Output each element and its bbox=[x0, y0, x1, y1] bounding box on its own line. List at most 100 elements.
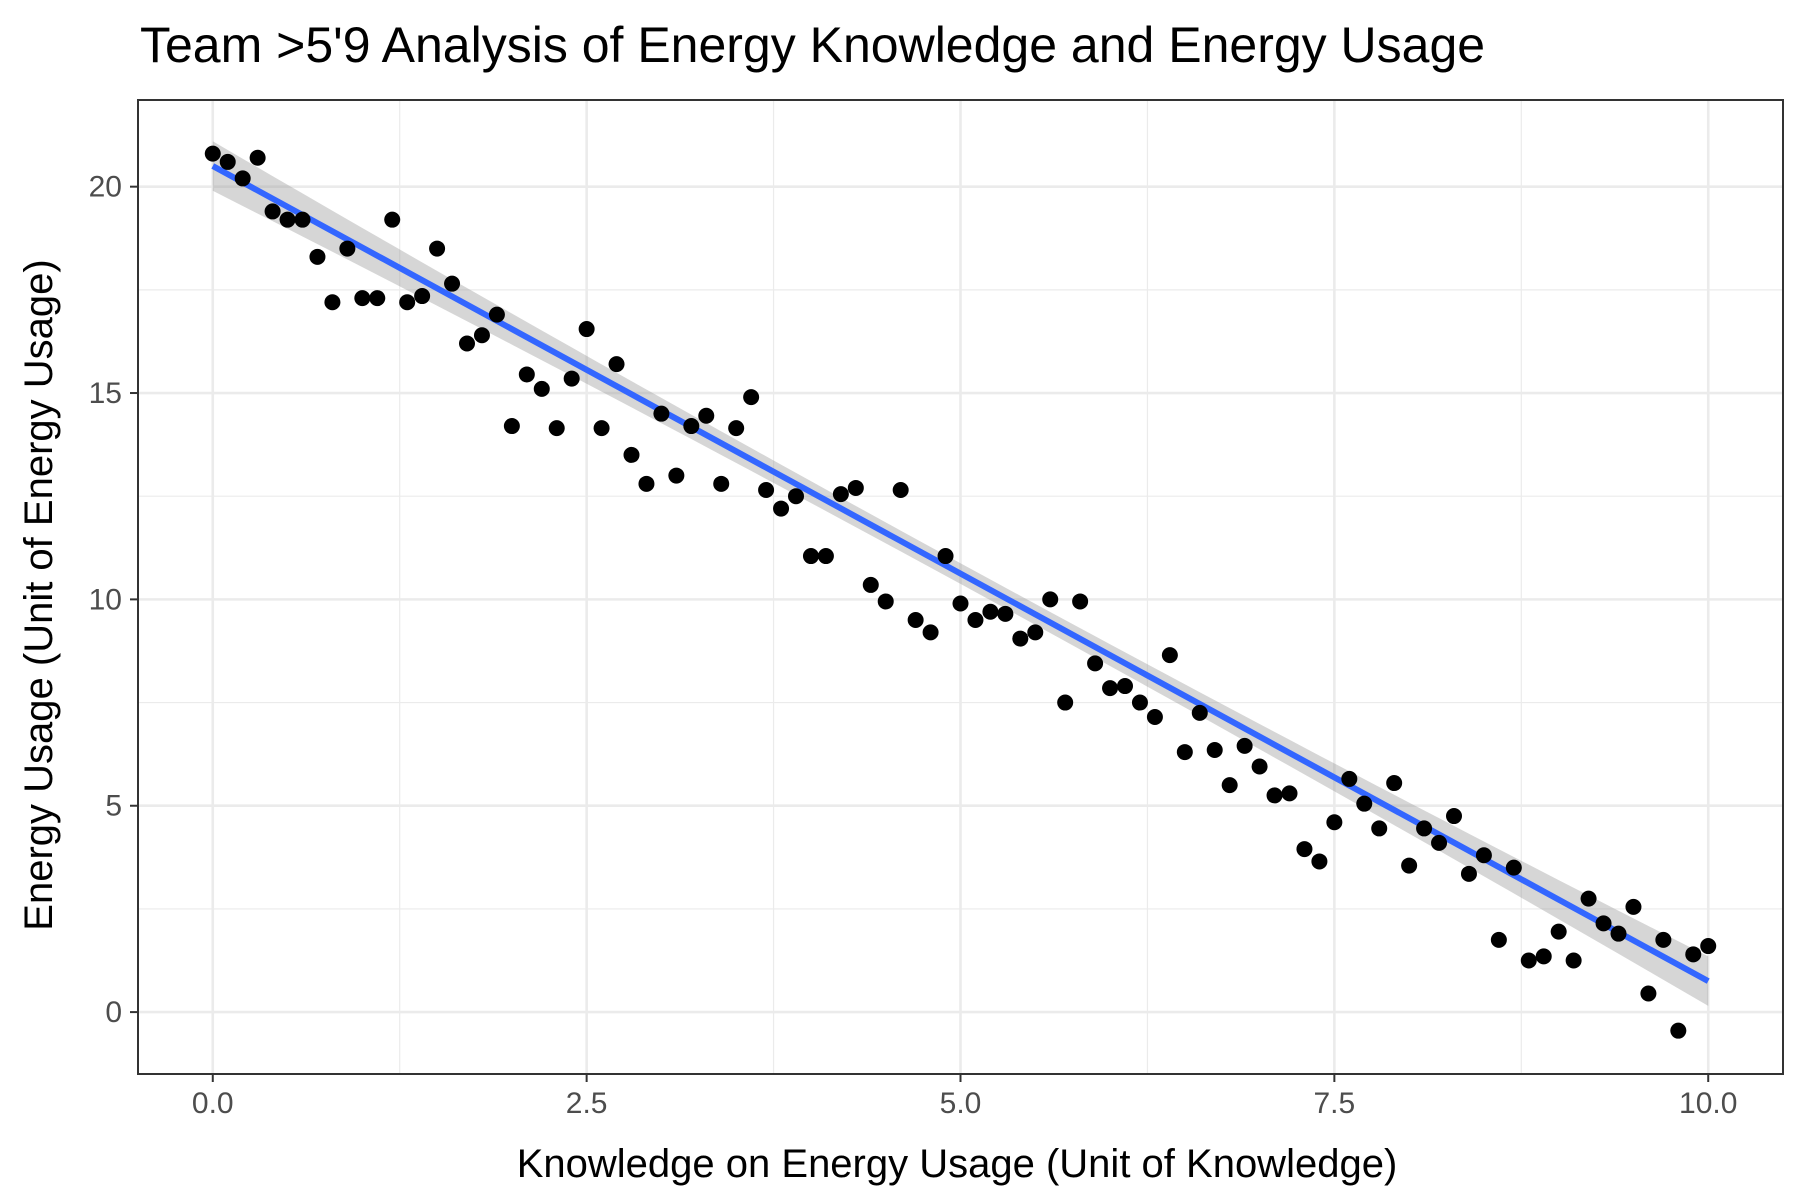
data-point bbox=[518, 366, 535, 383]
data-point bbox=[593, 420, 610, 437]
data-point bbox=[1131, 694, 1148, 711]
data-point bbox=[773, 500, 790, 517]
data-point bbox=[1431, 834, 1448, 851]
y-tick-label: 20 bbox=[89, 171, 122, 204]
fit-line bbox=[211, 163, 1710, 984]
data-point bbox=[847, 479, 864, 496]
data-point bbox=[249, 149, 266, 166]
data-point bbox=[399, 294, 416, 311]
data-point bbox=[713, 475, 730, 492]
data-point bbox=[1670, 1022, 1687, 1039]
data-point bbox=[907, 612, 924, 629]
data-point bbox=[1161, 647, 1178, 664]
grid bbox=[138, 100, 1783, 1074]
data-point bbox=[473, 327, 490, 344]
data-points bbox=[204, 145, 1717, 1039]
data-point bbox=[982, 603, 999, 620]
data-point bbox=[1640, 985, 1657, 1002]
data-point bbox=[384, 211, 401, 228]
x-tick-label: 7.5 bbox=[1314, 1087, 1356, 1120]
data-point bbox=[1475, 847, 1492, 864]
data-point bbox=[1296, 841, 1313, 858]
data-point bbox=[862, 576, 879, 593]
data-point bbox=[533, 380, 550, 397]
data-point bbox=[1102, 680, 1119, 697]
data-point bbox=[1281, 785, 1298, 802]
data-point bbox=[743, 389, 760, 406]
data-point bbox=[1460, 865, 1477, 882]
data-point bbox=[1446, 808, 1462, 825]
data-point bbox=[1012, 630, 1029, 647]
data-point bbox=[1146, 709, 1163, 726]
y-axis-ticks: 0 5 10 15 20 bbox=[89, 171, 138, 1029]
data-point bbox=[503, 418, 520, 435]
data-point bbox=[1266, 787, 1283, 804]
data-point bbox=[354, 290, 371, 307]
data-point bbox=[1236, 737, 1253, 754]
data-point bbox=[234, 170, 251, 187]
data-point bbox=[1251, 758, 1268, 775]
data-point bbox=[892, 482, 909, 499]
data-point bbox=[1505, 859, 1522, 876]
data-point bbox=[1356, 795, 1373, 812]
data-point bbox=[1685, 946, 1702, 963]
data-point bbox=[444, 275, 461, 292]
data-point bbox=[952, 595, 969, 612]
data-point bbox=[877, 593, 894, 610]
data-point bbox=[623, 446, 640, 463]
x-tick-label: 5.0 bbox=[940, 1087, 982, 1120]
data-point bbox=[1416, 820, 1433, 837]
data-point bbox=[548, 420, 565, 437]
data-point bbox=[1027, 624, 1044, 641]
data-point bbox=[414, 288, 431, 305]
data-point bbox=[728, 420, 745, 437]
data-point bbox=[324, 294, 341, 311]
data-point bbox=[788, 488, 804, 505]
data-point bbox=[1341, 770, 1358, 787]
data-point bbox=[1655, 931, 1672, 948]
data-point bbox=[309, 248, 326, 265]
data-point bbox=[817, 548, 834, 565]
data-point bbox=[1580, 890, 1597, 907]
data-point bbox=[653, 405, 670, 422]
data-point bbox=[1072, 593, 1089, 610]
data-point bbox=[1565, 952, 1582, 969]
data-point bbox=[1206, 742, 1223, 759]
data-point bbox=[683, 418, 700, 435]
data-point bbox=[219, 153, 236, 170]
x-tick-label: 0.0 bbox=[192, 1087, 234, 1120]
data-point bbox=[832, 486, 849, 503]
data-point bbox=[1057, 694, 1074, 711]
data-point bbox=[1610, 925, 1627, 942]
data-point bbox=[1595, 915, 1612, 932]
data-point bbox=[1386, 775, 1403, 792]
data-point bbox=[279, 211, 296, 228]
data-point bbox=[1087, 655, 1104, 672]
data-point bbox=[488, 306, 505, 323]
data-point bbox=[1042, 591, 1059, 608]
data-point bbox=[204, 145, 221, 162]
y-tick-label: 5 bbox=[105, 790, 122, 823]
data-point bbox=[967, 612, 984, 629]
x-axis-title: Knowledge on Energy Usage (Unit of Knowl… bbox=[517, 1142, 1398, 1186]
data-point bbox=[429, 240, 446, 257]
y-tick-label: 15 bbox=[89, 377, 122, 410]
data-point bbox=[1176, 744, 1193, 761]
data-point bbox=[1371, 820, 1388, 837]
data-point bbox=[1401, 857, 1418, 874]
data-point bbox=[608, 356, 625, 373]
data-point bbox=[937, 548, 954, 565]
data-point bbox=[369, 290, 386, 307]
data-point bbox=[802, 548, 819, 565]
data-point bbox=[1311, 853, 1328, 870]
data-point bbox=[264, 203, 281, 220]
data-point bbox=[459, 335, 475, 352]
data-point bbox=[294, 211, 311, 228]
y-tick-label: 0 bbox=[105, 996, 122, 1029]
x-tick-label: 10.0 bbox=[1679, 1087, 1737, 1120]
data-point bbox=[1490, 931, 1507, 948]
data-point bbox=[578, 321, 595, 338]
data-point bbox=[758, 482, 775, 499]
data-point bbox=[1221, 777, 1238, 794]
x-tick-label: 2.5 bbox=[566, 1087, 608, 1120]
